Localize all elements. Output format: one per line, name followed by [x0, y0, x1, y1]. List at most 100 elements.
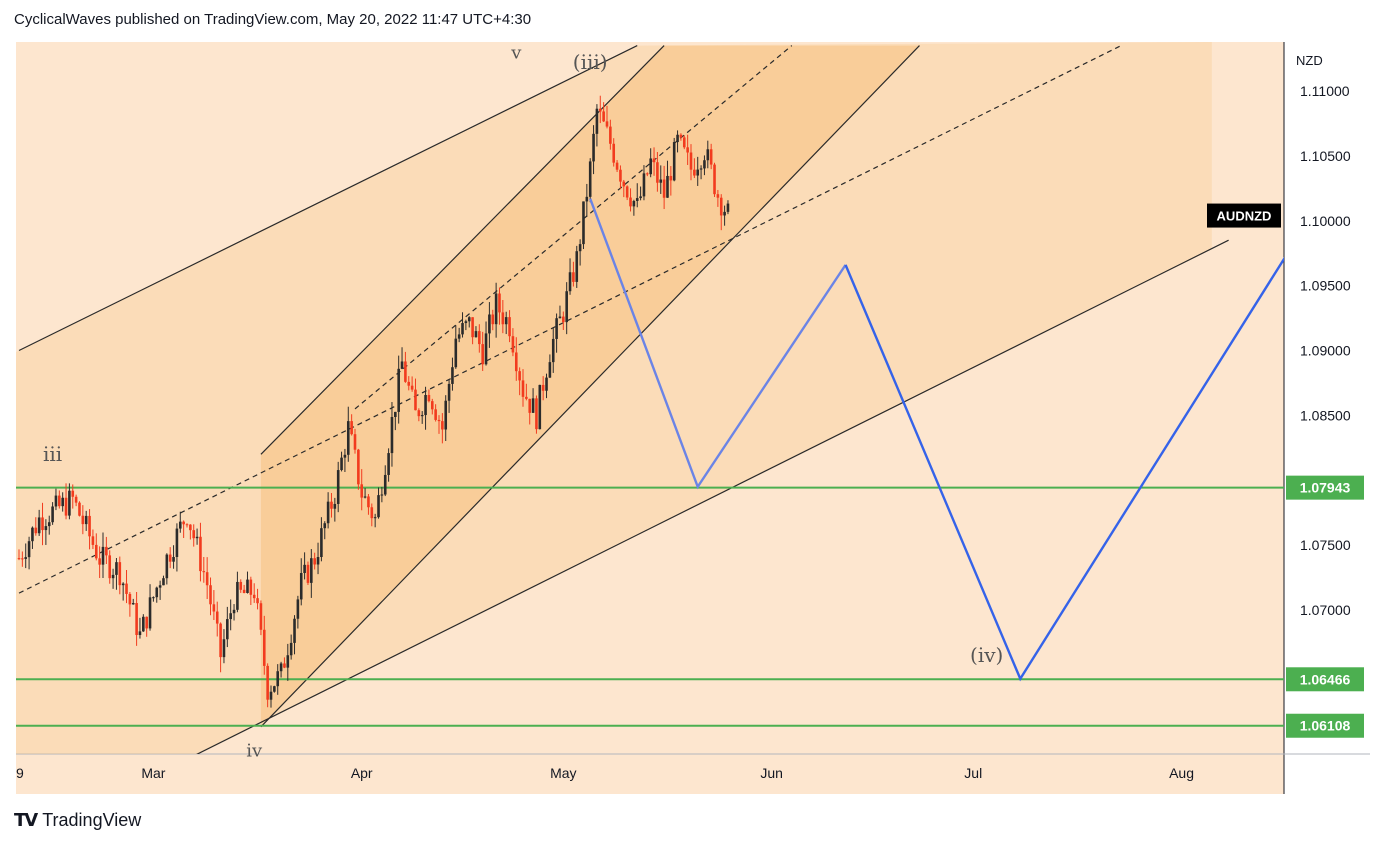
candle-body [441, 421, 444, 430]
candle-body [51, 506, 54, 523]
price-level-tag[interactable] [1286, 475, 1364, 500]
candle-body [528, 398, 532, 413]
candle-body [316, 557, 320, 565]
brand-footer[interactable]: TV TradingView [14, 810, 141, 831]
candle-body [669, 175, 673, 181]
candle-body [427, 394, 431, 402]
candle-body [588, 161, 592, 197]
candle-body [682, 137, 686, 148]
candle-body [343, 454, 347, 458]
candle-body [693, 169, 696, 176]
candle-body [81, 515, 85, 525]
candle-body [514, 352, 518, 372]
candle-body [74, 496, 78, 503]
candle-body [84, 515, 88, 525]
candle-body [622, 181, 626, 187]
candle-body [58, 495, 61, 507]
publish-header: CyclicalWaves published on TradingView.c… [14, 11, 532, 28]
candle-body [400, 361, 404, 369]
candle-body [71, 490, 75, 497]
candle-body [709, 149, 713, 165]
dashed-trendline-2[interactable] [354, 45, 793, 410]
candle-body [639, 196, 642, 199]
candle-body [175, 528, 179, 557]
candle-body [535, 398, 538, 430]
candle-body [521, 380, 525, 397]
candle-body [598, 108, 602, 112]
candle-body [31, 527, 34, 542]
candle-body [252, 594, 256, 599]
dashed-trendline-1[interactable] [18, 45, 1122, 594]
candle-body [259, 603, 263, 630]
forecast-path-far[interactable] [844, 240, 1296, 682]
candle-body [165, 554, 169, 579]
time-tick-label: Jul [964, 765, 982, 781]
candle-body [424, 394, 427, 416]
candle-body [679, 134, 683, 138]
candle-body [148, 597, 152, 629]
candle-body [128, 593, 132, 605]
candle-body [293, 618, 296, 643]
wave-label: (iv) [970, 643, 1003, 667]
price-tick-label: 1.08500 [1300, 407, 1351, 423]
candle-body [326, 501, 330, 524]
candle-body [420, 415, 424, 417]
candle-body [236, 581, 239, 610]
candle-body [410, 385, 414, 390]
candle-body [508, 317, 511, 337]
time-axis-background [16, 754, 1284, 794]
wave-label: iii [43, 442, 62, 466]
candle-body [229, 613, 232, 620]
price-level-tag[interactable] [1286, 713, 1364, 738]
candle-body [437, 419, 441, 422]
symbol-tag[interactable] [1207, 203, 1281, 228]
candle-body [642, 173, 646, 197]
candle-body [266, 665, 269, 700]
candle-body [383, 474, 387, 495]
candle-body [719, 197, 723, 216]
candle-body [494, 293, 498, 325]
channel-line-4[interactable] [187, 239, 1229, 759]
channel-line-1[interactable] [18, 45, 638, 352]
candle-body [451, 367, 454, 384]
candle-body [269, 691, 273, 700]
tradingview-logo-icon: TV [14, 810, 38, 831]
candle-body [256, 598, 259, 604]
candle-body [578, 244, 582, 252]
candle-body [467, 317, 471, 322]
candle-body [373, 517, 377, 519]
candle-body [380, 494, 384, 496]
candle-body [430, 401, 434, 410]
candle-body [242, 589, 246, 593]
price-level-tag[interactable] [1286, 667, 1364, 692]
price-level-tag-label: 1.06466 [1300, 671, 1351, 687]
candle-body [279, 663, 283, 672]
candle-body [273, 686, 276, 692]
candle-body [152, 597, 155, 599]
candle-body [592, 133, 595, 162]
candle-body [135, 603, 138, 636]
forecast-path-near[interactable] [589, 198, 847, 490]
candle-body [447, 383, 451, 401]
price-tick-label: 1.11000 [1300, 83, 1350, 99]
channel-line-3[interactable] [260, 45, 920, 728]
candle-body [414, 389, 417, 411]
price-level-tag-label: 1.07943 [1300, 480, 1351, 496]
wave-label: (iii) [573, 50, 608, 74]
candle-body [121, 583, 125, 586]
candle-body [699, 168, 703, 170]
candle-body [94, 544, 98, 559]
candle-body [346, 421, 350, 455]
candle-body [17, 558, 21, 560]
candle-body [313, 558, 316, 565]
candle-body [387, 453, 390, 475]
candle-body [635, 198, 639, 201]
outer-channel-zone [16, 42, 1212, 754]
candle-body [541, 384, 545, 391]
brand-name: TradingView [42, 810, 142, 830]
candle-body [115, 562, 118, 575]
candle-body [484, 333, 488, 365]
candle-body [689, 152, 693, 170]
candle-body [625, 186, 629, 198]
